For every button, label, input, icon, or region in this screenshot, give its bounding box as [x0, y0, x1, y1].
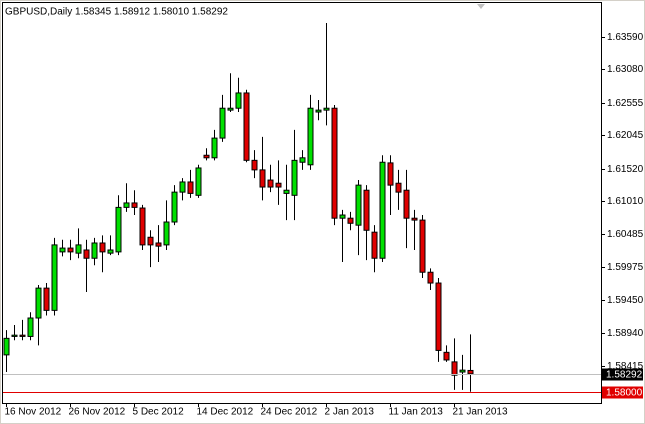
x-tick-label: 26 Nov 2012: [69, 407, 126, 418]
candle-body: [379, 161, 386, 259]
candle-body: [451, 361, 458, 376]
plot-frame: [2, 2, 602, 404]
candle-body: [283, 189, 290, 194]
candle-body: [259, 169, 266, 188]
candle-body: [107, 249, 114, 254]
candle-body: [171, 191, 178, 223]
candle-body: [131, 202, 138, 208]
candle-body: [355, 184, 362, 226]
candle-body: [435, 282, 442, 351]
candle-body: [195, 167, 202, 196]
candle-body: [75, 244, 82, 254]
candle-body: [235, 92, 242, 109]
candle-body: [411, 217, 418, 221]
y-tick-label: 1.58415: [607, 361, 644, 372]
candle-body: [339, 214, 346, 219]
x-tick-label: 16 Nov 2012: [5, 407, 62, 418]
candle-body: [331, 107, 338, 219]
candle-body: [267, 179, 274, 188]
candle-body: [67, 247, 74, 253]
candle-body: [51, 244, 58, 311]
price-label: 1.58292: [606, 370, 643, 381]
candle-body: [147, 236, 154, 246]
candle-body: [35, 287, 42, 319]
candle-body: [467, 369, 474, 375]
candle-body: [59, 247, 66, 253]
y-tick-label: 1.61010: [607, 196, 644, 207]
candle-body: [11, 334, 18, 337]
candle-body: [115, 206, 122, 253]
y-tick-label: 1.63590: [607, 32, 644, 43]
candle-body: [27, 317, 34, 337]
price-label: 1.58000: [606, 388, 643, 399]
candle-body: [123, 202, 130, 208]
x-tick-label: 5 Dec 2012: [133, 407, 185, 418]
y-tick-label: 1.59450: [607, 295, 644, 306]
candle-body: [139, 207, 146, 246]
candle-body: [299, 157, 306, 163]
x-tick-label: 11 Jan 2013: [389, 407, 444, 418]
y-tick-label: 1.60485: [607, 229, 644, 240]
candle-body: [3, 337, 10, 356]
candle-body: [371, 231, 378, 259]
candle-body: [91, 242, 98, 259]
candle-body: [443, 351, 450, 361]
candle-body: [211, 137, 218, 159]
chart-title: GBPUSD,Daily 1.58345 1.58912 1.58010 1.5…: [5, 7, 228, 18]
candle-body: [459, 369, 466, 373]
y-tick-label: 1.61520: [607, 164, 644, 175]
candle-body: [43, 287, 50, 311]
candle-body: [395, 182, 402, 193]
candle-body: [155, 242, 162, 247]
candle-body: [387, 162, 394, 186]
y-tick-label: 1.62045: [607, 130, 644, 141]
candle-body: [19, 334, 26, 337]
candle-body: [363, 189, 370, 231]
candle-body: [203, 154, 210, 159]
candle-body: [427, 271, 434, 284]
candle-body: [227, 107, 234, 111]
x-tick-label: 2 Jan 2013: [325, 407, 375, 418]
x-tick-label: 14 Dec 2012: [197, 407, 254, 418]
candle-body: [315, 109, 322, 113]
candle-body: [291, 159, 298, 196]
candle-body: [347, 217, 354, 224]
candle-body: [83, 249, 90, 259]
y-tick-label: 1.63080: [607, 64, 644, 75]
shift-marker: [477, 4, 485, 9]
x-tick-label: 24 Dec 2012: [261, 407, 318, 418]
candle-body: [179, 181, 186, 193]
candle-body: [219, 107, 226, 139]
price-label-box: [602, 368, 643, 381]
candle-body: [323, 107, 330, 111]
y-tick-label: 1.62555: [607, 98, 644, 109]
candle-body: [275, 182, 282, 188]
candle-body: [251, 159, 258, 171]
y-tick-label: 1.58940: [607, 328, 644, 339]
candle-body: [419, 219, 426, 273]
x-tick-label: 21 Jan 2013: [453, 407, 508, 418]
price-label-box: [602, 386, 643, 399]
candle-body: [307, 107, 314, 166]
candle-body: [187, 181, 194, 194]
candle-body: [163, 221, 170, 246]
candle-body: [243, 92, 250, 161]
y-tick-label: 1.59975: [607, 262, 644, 273]
candle-body: [99, 242, 106, 253]
candle-body: [403, 189, 410, 219]
